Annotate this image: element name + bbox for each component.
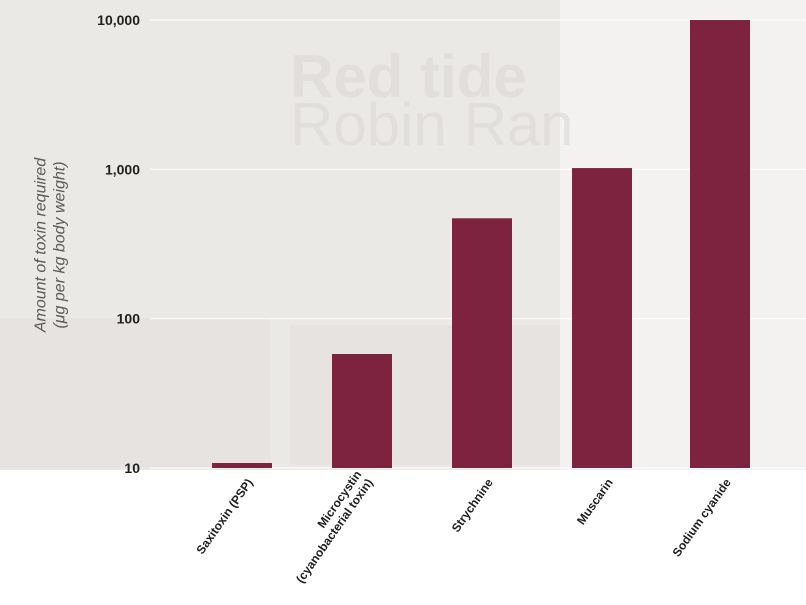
x-tick-label: Microcystin(cyanobacterial toxin) <box>293 468 376 586</box>
x-tick-label: Sodium cyanide <box>669 476 733 560</box>
y-tick-label: 10,000 <box>97 12 140 28</box>
y-axis-label-line: (μg per kg body weight) <box>52 161 69 328</box>
x-tick-label: Muscarin <box>574 476 616 527</box>
y-tick-label: 1,000 <box>105 161 140 177</box>
x-tick-label-line: Muscarin <box>574 476 616 527</box>
x-tick-label: Saxitoxin (PSP) <box>193 476 255 557</box>
bar-2 <box>452 218 512 468</box>
x-tick-label-line: (cyanobacterial toxin) <box>293 476 376 586</box>
bar-4 <box>690 20 750 468</box>
y-axis-label: Amount of toxin required (μg per kg body … <box>33 157 69 333</box>
bar-0 <box>212 463 272 468</box>
x-tick-label-line: Sodium cyanide <box>669 476 733 560</box>
y-tick-label: 10 <box>124 460 140 476</box>
bar-3 <box>572 168 632 468</box>
bar-1 <box>332 353 392 468</box>
y-tick-label: 100 <box>117 311 141 327</box>
x-tick-label-line: Saxitoxin (PSP) <box>193 476 255 557</box>
y-axis-label-line: Amount of toxin required <box>33 157 50 333</box>
background-text-block <box>0 318 270 468</box>
x-tick-label-line: Strychnine <box>449 476 496 535</box>
x-tick-label: Strychnine <box>449 476 496 535</box>
